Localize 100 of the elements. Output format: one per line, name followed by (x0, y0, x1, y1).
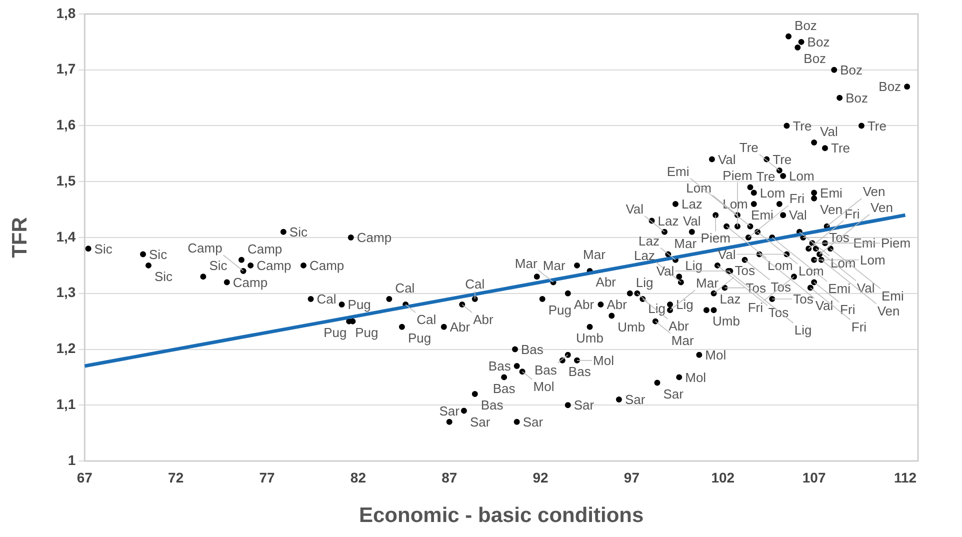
data-label: Abr (450, 319, 471, 334)
data-label: Pug (348, 297, 371, 312)
data-label: Laz (634, 248, 655, 263)
x-tick-label: 72 (168, 469, 184, 486)
data-label: Tos (829, 230, 850, 246)
data-label: Lom (830, 255, 856, 270)
y-axis-title: TFR (8, 217, 32, 258)
data-label: Sar (624, 392, 646, 408)
data-label: Lom (686, 180, 712, 196)
data-label: Mol (705, 347, 726, 362)
data-label: Fri (851, 319, 867, 334)
data-label: Cal (316, 292, 336, 307)
data-label: Sar (663, 386, 684, 402)
data-label: Tre (739, 140, 758, 156)
data-label: Val (626, 201, 644, 216)
data-label: Camp (188, 240, 222, 256)
data-label: Mol (685, 370, 706, 385)
x-tick-label: 97 (624, 469, 640, 486)
x-tick-label: 102 (711, 469, 735, 486)
data-label: Ven (862, 184, 886, 199)
data-label: Sar (574, 398, 595, 413)
y-tick-label: 1,1 (56, 396, 76, 412)
data-label: Val (718, 246, 736, 262)
data-label: Cal (465, 276, 485, 292)
data-label: Emi (751, 208, 774, 223)
data-label: Bas (568, 364, 592, 380)
x-tick-label: 107 (802, 469, 826, 486)
data-label: Boz (840, 62, 863, 78)
data-label: Pug (324, 324, 347, 340)
data-label: Ven (820, 202, 842, 217)
data-label: Boz (804, 51, 826, 66)
data-label: Laz (681, 196, 702, 212)
data-label: Abr (574, 296, 595, 312)
data-label: Val (815, 298, 834, 313)
data-label: Camp (256, 258, 292, 274)
y-tick-label: 1,3 (56, 284, 76, 300)
y-tick-label: 1,6 (56, 116, 76, 133)
data-label: Tos (770, 279, 792, 294)
data-label: Mar (671, 332, 694, 348)
y-tick-label: 1,5 (56, 172, 76, 188)
data-label: Boz (878, 79, 902, 94)
y-tick-label: 1,8 (56, 4, 76, 21)
data-label: Umb (576, 330, 604, 346)
data-label: Boz (807, 34, 830, 50)
data-label: Mar (696, 276, 720, 291)
data-label: Cal (416, 312, 436, 328)
data-label: Bas (492, 380, 516, 396)
data-label: Tos (793, 292, 814, 307)
data-label: Lom (722, 196, 748, 212)
data-label: Sic (209, 258, 228, 274)
data-label: Laz (720, 292, 741, 307)
data-label: Sic (154, 269, 174, 284)
data-label: Camp (309, 258, 344, 274)
y-tick-label: 1,4 (56, 228, 76, 244)
data-label: Ven (877, 303, 900, 318)
y-tick-label: 1,2 (56, 340, 76, 356)
data-label: Fri (840, 302, 856, 317)
data-label: Tre (867, 118, 887, 134)
data-label: Pug (408, 330, 432, 346)
data-label: Piem (700, 230, 730, 246)
data-label: Val (789, 208, 807, 223)
data-label: Bas (534, 362, 558, 378)
data-label: Tre (831, 140, 850, 156)
data-label: Pug (355, 324, 378, 340)
data-label: Fri (789, 191, 805, 206)
data-label: Tre (772, 152, 792, 167)
data-label: Lom (768, 258, 793, 273)
x-tick-label: 67 (76, 469, 93, 486)
data-label: Mol (593, 353, 614, 368)
data-label: Pug (548, 302, 572, 318)
data-label: Piem (881, 236, 911, 251)
data-label: Bas (521, 342, 544, 357)
data-label: Bas (480, 398, 504, 413)
data-label: Sic (149, 246, 168, 262)
data-label: Sic (94, 241, 113, 256)
data-label: Fri (748, 300, 764, 316)
data-label: Sar (470, 414, 491, 430)
x-tick-label: 92 (532, 469, 549, 486)
data-label: Val (856, 280, 875, 296)
data-label: Boz (794, 18, 817, 33)
data-label: Lig (794, 322, 812, 338)
data-label: Tos (746, 280, 766, 296)
data-label: Lom (789, 168, 814, 184)
data-label: Emi (881, 288, 904, 304)
data-label: Abr (596, 274, 617, 290)
data-label: Mar (674, 236, 698, 251)
data-label: Val (682, 213, 701, 228)
data-label: Camp (356, 230, 392, 246)
data-label: Umb (712, 314, 740, 329)
data-label: Laz (638, 233, 660, 248)
data-label: Laz (658, 213, 679, 228)
data-label: Piem (722, 168, 752, 183)
y-tick-label: 1 (68, 452, 76, 468)
data-label: Umb (618, 319, 646, 334)
data-label: Lom (798, 263, 824, 278)
data-label: Emi (820, 185, 843, 200)
data-label: Abr (606, 297, 628, 312)
data-label: Ven (870, 200, 893, 215)
data-label: Lig (676, 297, 694, 312)
data-label: Abr (473, 312, 494, 328)
